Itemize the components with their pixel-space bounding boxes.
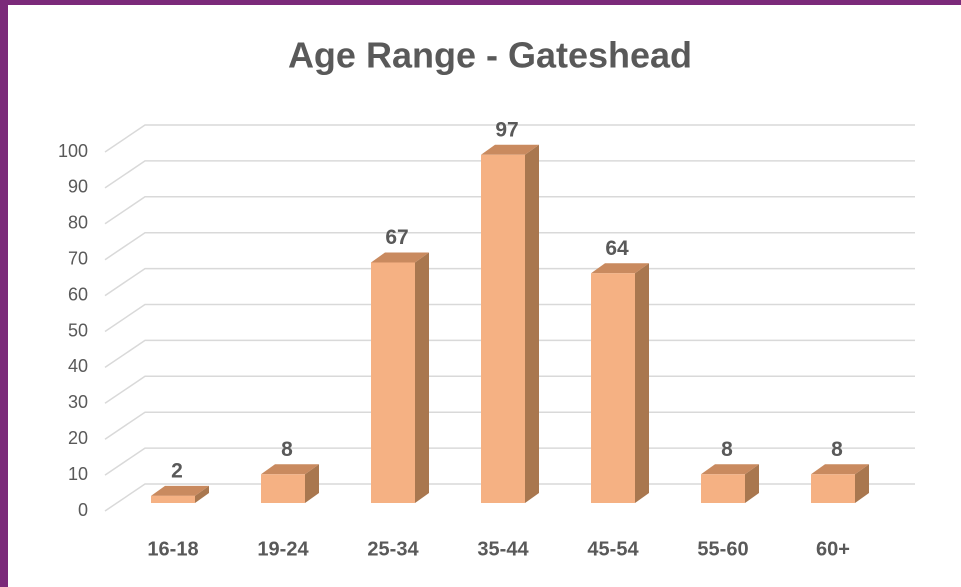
bar-side: [415, 252, 429, 503]
grid-line: [104, 231, 915, 261]
grid-line: [104, 375, 915, 404]
x-tick-label: 45-54: [587, 538, 639, 560]
y-tick-label: 90: [68, 177, 88, 197]
bar-top: [261, 464, 319, 475]
x-tick-label: 25-34: [367, 538, 419, 560]
bar-top: [591, 263, 649, 274]
y-tick-label: 70: [68, 248, 88, 268]
value-label: 8: [721, 438, 733, 461]
y-tick-label: 50: [68, 320, 88, 340]
bar: [701, 474, 745, 503]
x-tick-label: 55-60: [697, 538, 748, 560]
value-label: 8: [281, 438, 293, 461]
y-tick-label: 30: [68, 392, 88, 412]
chart-title: Age Range - Gateshead: [288, 35, 692, 76]
bar: [371, 262, 415, 503]
bar-top: [481, 144, 539, 155]
bar-top: [151, 485, 209, 496]
y-tick-label: 80: [68, 213, 88, 233]
grid-line: [104, 339, 915, 369]
grid-line: [104, 447, 915, 476]
x-tick-label: 16-18: [147, 538, 198, 560]
bar: [811, 474, 855, 503]
bar-top: [371, 252, 429, 263]
bar: [151, 495, 195, 503]
value-label: 8: [831, 438, 843, 461]
y-tick-label: 60: [68, 284, 88, 304]
bar-top: [811, 464, 869, 475]
x-tick-label: 60+: [816, 538, 850, 560]
grid-line: [104, 411, 915, 440]
y-tick-label: 40: [68, 356, 88, 376]
value-label: 2: [171, 459, 183, 482]
bar-side: [855, 464, 869, 503]
bar-side: [305, 464, 319, 503]
y-tick-label: 0: [78, 500, 88, 520]
bar-top: [701, 464, 759, 475]
bar: [591, 273, 635, 503]
bar: [261, 474, 305, 503]
grid-line: [104, 160, 915, 189]
y-tick-label: 20: [68, 428, 88, 448]
grid-line: [104, 483, 915, 512]
y-tick-label: 10: [68, 464, 88, 484]
bar-side: [635, 263, 649, 503]
grid-line: [104, 196, 915, 225]
value-label: 67: [385, 226, 408, 249]
x-tick-label: 19-24: [257, 538, 309, 560]
grid-line: [104, 124, 915, 153]
x-tick-label: 35-44: [477, 538, 529, 560]
value-label: 97: [495, 118, 518, 141]
grid-line: [104, 303, 915, 333]
grid-line: [104, 267, 915, 297]
y-tick-label: 100: [58, 141, 88, 161]
bar-side: [745, 464, 759, 503]
bar-side: [525, 144, 539, 503]
value-label: 64: [605, 237, 629, 260]
bar: [481, 154, 525, 503]
bar-side: [195, 485, 209, 503]
